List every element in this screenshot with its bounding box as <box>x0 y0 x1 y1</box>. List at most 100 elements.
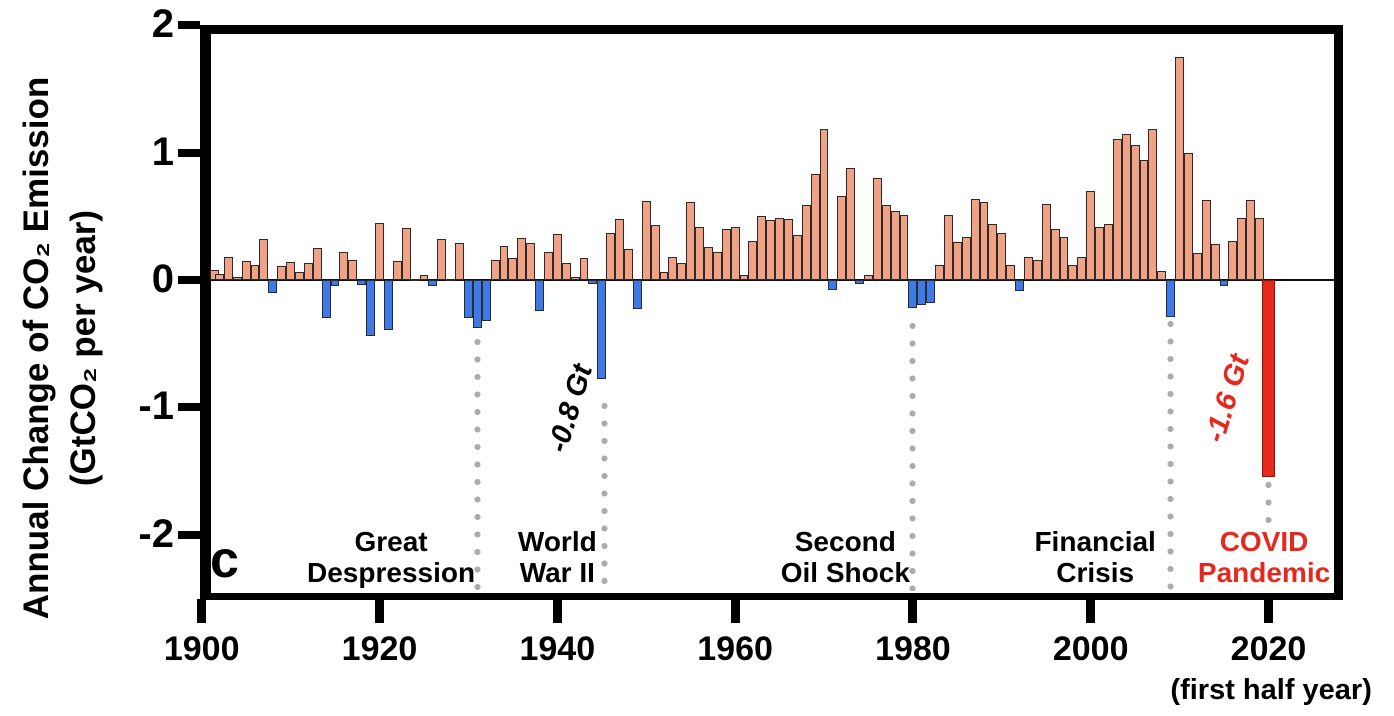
bar-1966 <box>783 218 793 280</box>
bar-2009 <box>1166 280 1176 317</box>
x-tick-label-1980: 1980 <box>875 630 951 668</box>
bar-2019 <box>1255 217 1265 280</box>
bar-1974 <box>855 280 864 284</box>
bar-1987 <box>970 198 980 280</box>
bar-1952 <box>659 272 669 280</box>
bar-1971 <box>828 280 838 291</box>
bar-1963 <box>757 216 767 280</box>
x-tick-1920 <box>375 599 384 623</box>
bar-1923 <box>401 227 411 280</box>
bar-1904 <box>232 277 242 280</box>
financial-crisis-label-line2: Crisis <box>1056 557 1135 588</box>
bar-1932 <box>481 280 491 321</box>
bar-2018 <box>1246 199 1256 280</box>
bar-1926 <box>428 280 438 287</box>
bar-2016 <box>1228 240 1238 280</box>
bar-1989 <box>988 223 998 280</box>
bar-1924 <box>410 278 420 281</box>
bar-1986 <box>961 236 971 280</box>
bar-1929 <box>455 243 464 280</box>
bar-1955 <box>686 202 696 280</box>
bar-1925 <box>419 274 429 280</box>
y-axis-title-line2: (GtCO₂ per year) <box>64 209 103 487</box>
world-war-2-dotted-line <box>600 400 608 591</box>
x-tick-1900 <box>197 599 207 623</box>
y-axis-title-line1: Annual Change of CO₂ Emission <box>17 76 56 620</box>
bar-1946 <box>606 232 616 280</box>
y-tick--2 <box>178 530 200 539</box>
bar-1965 <box>775 217 784 280</box>
bar-1977 <box>881 204 891 280</box>
second-oil-shock-label-line2: Oil Shock <box>780 557 910 588</box>
covid-pandemic-label: COVID Pandemic <box>1124 526 1394 588</box>
bar-1938 <box>535 280 544 311</box>
bar-1944 <box>588 280 598 284</box>
bar-1972 <box>837 195 847 280</box>
bar-1930 <box>463 280 473 319</box>
bar-1995 <box>1041 203 1051 280</box>
bar-1999 <box>1077 257 1087 280</box>
bar-1997 <box>1059 236 1069 280</box>
bar-1936 <box>517 237 527 280</box>
bar-1998 <box>1068 264 1078 280</box>
bar-1943 <box>579 258 589 280</box>
bar-1988 <box>979 202 989 280</box>
y-tick-label-0: 0 <box>151 257 174 301</box>
x-tick-label-1920: 1920 <box>341 630 418 668</box>
world-war-2-label-line2: War II <box>519 557 595 588</box>
bar-1914 <box>321 280 331 319</box>
bar-2006 <box>1139 160 1149 280</box>
bar-1958 <box>712 251 722 280</box>
bar-1957 <box>703 246 713 280</box>
bar-1960 <box>730 226 740 280</box>
bar-1962 <box>748 240 758 280</box>
y-tick-1 <box>178 148 200 157</box>
bar-1981 <box>917 280 927 306</box>
bar-1954 <box>677 263 687 280</box>
bar-1939 <box>543 251 553 280</box>
y-tick--1 <box>178 403 200 412</box>
bar-1922 <box>392 260 402 280</box>
bar-1949 <box>632 280 642 310</box>
bar-2013 <box>1201 199 1211 280</box>
bar-1985 <box>952 241 962 280</box>
bar-1910 <box>286 262 296 280</box>
bar-1956 <box>695 226 704 280</box>
bar-1912 <box>303 263 313 280</box>
x-tick-label-2000: 2000 <box>1052 630 1129 668</box>
bar-1948 <box>623 249 633 280</box>
financial-crisis-label: Financial Crisis <box>955 526 1235 588</box>
bar-1967 <box>792 235 802 280</box>
plot-inner <box>210 34 1334 601</box>
bar-1990 <box>997 232 1007 280</box>
x-tick-label-1960: 1960 <box>697 630 773 668</box>
bar-1902 <box>215 273 224 280</box>
plot-area <box>200 25 1343 601</box>
bar-1968 <box>801 204 811 280</box>
bar-2017 <box>1237 217 1247 280</box>
bar-1920 <box>375 222 384 280</box>
bar-1947 <box>615 218 624 280</box>
bar-1927 <box>437 239 447 280</box>
covid-pandemic-label-line1: COVID <box>1219 526 1309 557</box>
bar-1906 <box>250 264 260 280</box>
bar-1921 <box>383 280 393 330</box>
bar-1935 <box>508 258 518 280</box>
bar-2014 <box>1210 244 1220 280</box>
second-oil-shock-label: Second Oil Shock <box>705 526 985 588</box>
bar-1907 <box>259 239 269 280</box>
y-tick-label--1: -1 <box>138 384 174 429</box>
bar-1916 <box>339 251 349 280</box>
bar-1993 <box>1024 257 1033 280</box>
bar-1953 <box>668 257 678 280</box>
bar-2001 <box>1095 226 1105 280</box>
x-tick-label-2020: 2020 <box>1230 630 1307 668</box>
financial-crisis-label-line1: Financial <box>1034 526 1156 557</box>
bar-1913 <box>312 248 322 280</box>
bar-2003 <box>1112 138 1122 280</box>
bar-1942 <box>570 277 580 280</box>
bar-1978 <box>890 211 900 280</box>
x-axis-note: (first half year) <box>1170 674 1372 706</box>
bar-1945 <box>597 280 607 380</box>
